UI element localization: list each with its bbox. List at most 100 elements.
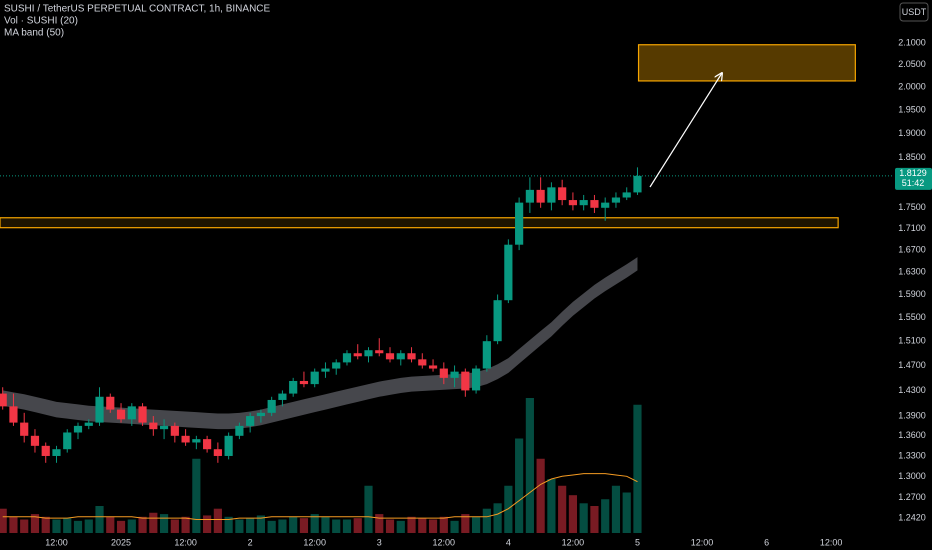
x-tick-label: 12:00 <box>303 537 326 547</box>
candle-body <box>159 425 169 430</box>
currency-box[interactable] <box>899 2 929 22</box>
axis-labels: 1.2420 1.2700 1.3000 1.3300 1.3600 1.3900 1.43… <box>45 37 932 547</box>
volume-bar <box>256 515 265 533</box>
y-tick-label: 2.1000 <box>898 37 926 47</box>
candle-body <box>342 353 352 363</box>
currency: USDT <box>902 7 927 17</box>
volume-bar <box>235 519 244 533</box>
y-tick-label: 1.9000 <box>898 128 926 138</box>
candle-body <box>590 200 599 208</box>
candle-body <box>504 244 513 301</box>
candle-body <box>95 396 104 423</box>
volume-bar <box>170 519 179 533</box>
volume-bar <box>622 492 631 533</box>
x-tick-label: 12:00 <box>433 537 456 547</box>
candle-body <box>353 353 362 357</box>
y-tick-label: 1.5500 <box>898 312 926 322</box>
volume-bar <box>289 516 298 533</box>
volume-bar <box>116 520 126 533</box>
volume-bar <box>299 518 309 533</box>
candle-body <box>482 341 491 369</box>
x-tick-label: 4 <box>506 537 511 547</box>
volume-bar <box>84 519 93 533</box>
zone <box>0 217 839 229</box>
y-tick-label: 2.0000 <box>898 81 926 91</box>
legend-volume: Vol · SUSHI (20) <box>4 16 78 27</box>
y-tick-label: 1.2700 <box>898 492 926 502</box>
x-tick-label: 6 <box>764 537 769 547</box>
volume-bar <box>159 514 169 533</box>
candle-body <box>52 449 61 456</box>
y-tick-label: 1.2420 <box>898 512 926 522</box>
volume-bar <box>579 503 588 533</box>
volume-bar <box>310 514 319 533</box>
volume-bar <box>418 518 427 533</box>
volume-bar <box>364 485 373 533</box>
y-tick-label: 1.6700 <box>898 244 926 254</box>
candle-body <box>41 445 50 456</box>
x-tick-label: 5 <box>635 537 640 547</box>
volume-bar <box>385 519 395 533</box>
candle-body <box>63 432 72 450</box>
x-tick-label: 2 <box>248 537 253 547</box>
candle-body <box>138 406 147 423</box>
candle-body <box>170 425 179 436</box>
volume-bar <box>504 485 513 533</box>
volume-bar <box>267 520 276 533</box>
candle-body <box>149 422 158 430</box>
y-tick-label: 1.4300 <box>898 385 926 395</box>
candle-body <box>418 359 427 366</box>
arrow <box>649 73 722 188</box>
volume-bar <box>63 518 72 533</box>
candle-body <box>407 353 416 360</box>
legend-title: SUSHI / TetherUS PERPETUAL CONTRACT, 1h,… <box>4 4 271 15</box>
volume-bar <box>407 516 416 533</box>
volume-bar <box>127 519 136 533</box>
y-tick-label: 1.7100 <box>898 223 926 233</box>
volume-bar <box>73 520 83 533</box>
volume-bar <box>30 514 40 533</box>
volume-bar <box>0 508 7 533</box>
candle-body <box>450 371 459 378</box>
y-tick-label: 1.9500 <box>898 104 926 114</box>
volume-bar <box>601 499 610 533</box>
y-tick-label: 1.5100 <box>898 336 926 346</box>
candle-body <box>611 197 621 203</box>
volume-bar <box>192 458 201 533</box>
volume-bar <box>95 506 104 533</box>
candle-body <box>267 399 276 413</box>
candle-body <box>428 365 438 369</box>
legend-ma-band: MA band (50) <box>4 28 64 39</box>
volume-bar <box>471 516 481 533</box>
candle-body <box>127 406 136 420</box>
volume-bar <box>224 516 233 533</box>
candle-body <box>278 393 287 400</box>
x-tick-label: 2025 <box>111 537 131 547</box>
volume-bar <box>9 516 18 533</box>
candle-body <box>471 368 481 391</box>
candle-body <box>385 353 395 360</box>
candle-body <box>256 412 265 417</box>
volume-bar <box>321 516 330 533</box>
candle-body <box>9 406 18 423</box>
candle-body <box>0 393 7 407</box>
candle-body <box>30 435 40 446</box>
volume-bar <box>396 520 405 533</box>
volume-bar <box>558 485 567 533</box>
volume-bar <box>342 519 352 533</box>
volume-bar <box>106 516 115 533</box>
countdown: 51:42 <box>902 178 925 188</box>
y-tick-label: 1.6300 <box>898 266 926 276</box>
volume-bar <box>278 519 287 533</box>
candle-body <box>224 435 233 456</box>
legend: SUSHI / TetherUS PERPETUAL CONTRACT, 1h,… <box>4 4 271 39</box>
candle-body <box>601 202 610 208</box>
volume-bar <box>525 398 534 533</box>
candle-body <box>558 187 567 201</box>
candle-body <box>568 200 578 206</box>
volume-bar <box>20 519 29 533</box>
candle-body <box>203 439 212 450</box>
volume-bar <box>181 516 190 533</box>
candle-body <box>633 175 642 193</box>
